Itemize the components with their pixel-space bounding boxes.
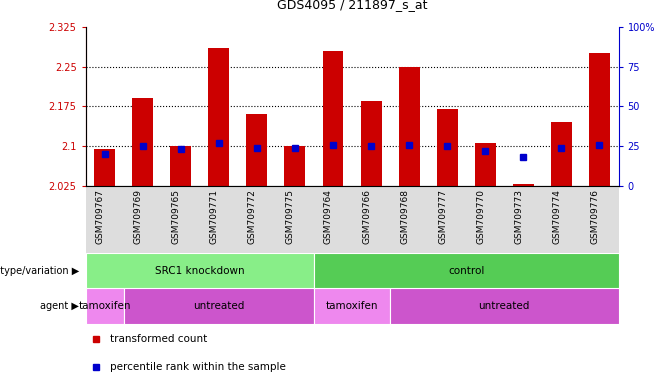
Text: GSM709764: GSM709764: [324, 189, 333, 244]
Text: GSM709766: GSM709766: [362, 189, 371, 244]
Bar: [86, 288, 124, 324]
Bar: [475, 144, 495, 186]
Text: GSM709777: GSM709777: [438, 189, 447, 244]
Text: GSM709773: GSM709773: [515, 189, 523, 244]
Text: genotype/variation ▶: genotype/variation ▶: [0, 266, 79, 276]
Text: GSM709771: GSM709771: [210, 189, 218, 244]
Text: GSM709772: GSM709772: [248, 189, 257, 244]
Text: untreated: untreated: [193, 301, 245, 311]
Bar: [209, 48, 229, 186]
Bar: [322, 51, 343, 186]
Bar: [284, 146, 305, 186]
Text: GSM709776: GSM709776: [590, 189, 599, 244]
Bar: [361, 101, 382, 186]
Bar: [170, 146, 191, 186]
Text: GSM709767: GSM709767: [95, 189, 105, 244]
Text: GSM709769: GSM709769: [134, 189, 143, 244]
Bar: [390, 288, 619, 324]
Text: control: control: [448, 266, 484, 276]
Bar: [437, 109, 458, 186]
Text: tamoxifen: tamoxifen: [326, 301, 378, 311]
Text: percentile rank within the sample: percentile rank within the sample: [109, 362, 286, 372]
Text: GSM709765: GSM709765: [172, 189, 181, 244]
Text: GSM709768: GSM709768: [400, 189, 409, 244]
Text: GSM709774: GSM709774: [553, 189, 561, 244]
Text: GSM709770: GSM709770: [476, 189, 485, 244]
Text: SRC1 knockdown: SRC1 knockdown: [155, 266, 245, 276]
Bar: [589, 53, 610, 186]
Bar: [551, 122, 572, 186]
Bar: [314, 288, 390, 324]
Bar: [246, 114, 267, 186]
Text: agent ▶: agent ▶: [40, 301, 79, 311]
Bar: [86, 253, 314, 288]
Text: GDS4095 / 211897_s_at: GDS4095 / 211897_s_at: [277, 0, 427, 12]
Bar: [399, 67, 420, 186]
Text: GSM709775: GSM709775: [286, 189, 295, 244]
Bar: [124, 288, 314, 324]
Bar: [132, 98, 153, 186]
Text: untreated: untreated: [478, 301, 530, 311]
Bar: [94, 149, 115, 186]
Text: transformed count: transformed count: [109, 334, 207, 344]
Bar: [314, 253, 619, 288]
Bar: [513, 184, 534, 186]
Text: tamoxifen: tamoxifen: [78, 301, 131, 311]
